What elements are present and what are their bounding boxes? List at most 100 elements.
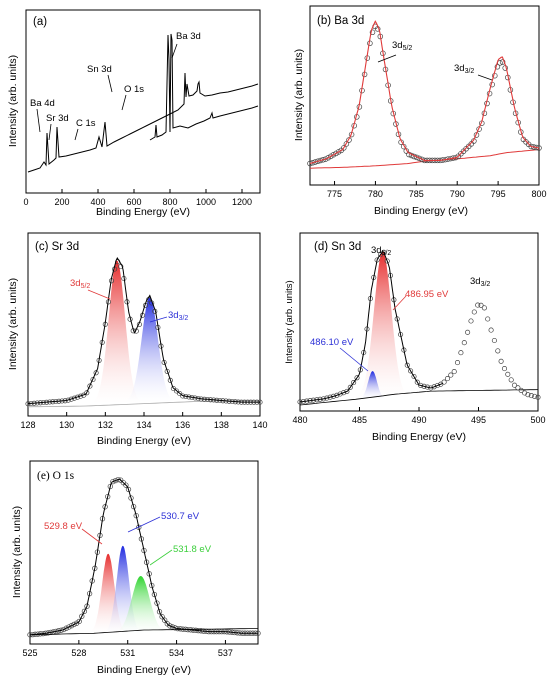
- data-point: [351, 380, 357, 386]
- x-tick-label: 130: [59, 420, 74, 430]
- data-point: [431, 384, 437, 390]
- x-tick-label: 800: [162, 197, 177, 207]
- data-point: [511, 382, 518, 388]
- data-point: [494, 64, 501, 70]
- panel-d-peak1-energy: 486.95 eV: [405, 289, 449, 300]
- data-point: [465, 329, 471, 335]
- data-point: [125, 486, 132, 493]
- panel-b-peak2-arrow: [477, 74, 493, 81]
- panel-e-background-line: [29, 628, 258, 636]
- data-point: [102, 504, 108, 510]
- data-point: [381, 249, 387, 255]
- panel-b-frame: [309, 5, 540, 186]
- data-point: [307, 160, 313, 167]
- panel-d-peak3-label: 3d3/2: [470, 276, 490, 288]
- panel-c-peak2-arrow: [149, 316, 168, 323]
- panel-a-arrow-c1s: [74, 128, 79, 141]
- x-tick-label: 537: [218, 648, 233, 658]
- panel-a-survey-line: [27, 72, 259, 173]
- panel-b-fit-line: [309, 20, 540, 165]
- data-point: [149, 582, 155, 589]
- data-point: [458, 350, 464, 356]
- data-point: [325, 155, 331, 161]
- data-point: [481, 305, 487, 311]
- panel-e-peak1-area: [86, 553, 130, 634]
- data-point: [335, 149, 342, 155]
- panel-d-peak1-label: 3d5/2: [371, 245, 391, 257]
- x-tick-label: 485: [352, 415, 367, 425]
- panel-d-peak1-arrow: [392, 295, 407, 311]
- data-point: [315, 158, 321, 165]
- panel-a-arrow-sr3d: [48, 123, 52, 141]
- data-point: [498, 358, 504, 364]
- x-tick-label: 200: [54, 197, 69, 207]
- panel-d-plot: [297, 249, 541, 406]
- data-point: [90, 376, 96, 383]
- data-point: [173, 388, 180, 394]
- panel-c-title: (c) Sr 3d: [35, 241, 79, 253]
- data-point: [172, 625, 178, 631]
- data-point: [123, 482, 129, 488]
- panel-c-x-ticks: 128 130 132 134 136 138 140: [20, 412, 268, 430]
- x-tick-label: 600: [126, 197, 141, 207]
- data-point: [79, 613, 85, 619]
- panel-d-peak2-arrow: [339, 347, 369, 372]
- data-point: [84, 390, 90, 396]
- data-point: [167, 623, 173, 629]
- data-point: [468, 318, 474, 324]
- data-point: [354, 375, 360, 381]
- data-point: [177, 390, 183, 397]
- panel-a-x-ticks: 0 200 400 600 800 1000 1200: [23, 189, 252, 207]
- data-point: [330, 393, 337, 399]
- panel-d: (d) Sn 3d 3d5/2 486.95 eV 486.10 eV 3d3/…: [284, 232, 546, 443]
- x-tick-label: 0: [23, 197, 28, 207]
- x-tick-label: 1000: [196, 197, 216, 207]
- data-point: [130, 503, 137, 510]
- data-point: [495, 348, 501, 354]
- data-point: [327, 394, 333, 400]
- panel-a-label-sr3d: Sr 3d: [46, 113, 69, 124]
- data-point: [343, 141, 350, 147]
- panel-b: (b) Ba 3d 3d5/2 3d3/2 775 780 785 790 795 800…: [293, 5, 547, 217]
- data-point: [341, 390, 347, 396]
- panel-c-plot: [25, 256, 263, 408]
- data-point: [347, 384, 353, 390]
- panel-c-peak1-arrow: [87, 289, 111, 300]
- panel-e-peak2-arrow: [127, 516, 161, 533]
- data-point: [337, 391, 343, 397]
- x-tick-label: 780: [368, 189, 383, 199]
- panel-a-title: (a): [33, 16, 47, 28]
- data-point: [434, 382, 440, 389]
- data-point: [404, 362, 410, 368]
- data-point: [93, 370, 99, 376]
- data-point: [309, 160, 316, 166]
- panel-a-right-line: [149, 33, 259, 141]
- panel-a-arrow-sn3d: [107, 74, 113, 93]
- data-point: [341, 145, 347, 151]
- panel-a-xlabel: Binding Energy (eV): [96, 206, 190, 218]
- panel-b-title: (b) Ba 3d: [317, 15, 364, 27]
- x-tick-label: 531: [120, 648, 135, 658]
- panel-e-peak3-label: 531.8 eV: [173, 544, 212, 555]
- panel-e-envelope-line: [29, 478, 258, 636]
- panel-c-peak1-label: 3d5/2: [70, 278, 90, 290]
- panel-e-peak3-area: [109, 576, 173, 634]
- data-point: [167, 377, 173, 383]
- panel-d-xlabel: Binding Energy (eV): [372, 431, 466, 443]
- panel-d-peak1-area: [352, 251, 413, 398]
- panel-a-frame: [25, 9, 261, 194]
- data-point: [501, 366, 508, 372]
- data-point: [451, 369, 457, 375]
- data-point: [454, 360, 461, 366]
- panel-d-fit-line: [299, 250, 443, 403]
- data-point: [63, 625, 69, 631]
- data-point: [448, 372, 454, 378]
- panel-d-background-line: [299, 389, 539, 406]
- panel-c-ylabel: Intensity (arb. units): [7, 278, 19, 370]
- data-point: [68, 623, 75, 629]
- data-point: [81, 608, 88, 614]
- panel-c-peak2-label: 3d3/2: [168, 310, 188, 322]
- x-tick-label: 128: [20, 420, 35, 430]
- data-point: [324, 395, 330, 401]
- panel-e-plot: [27, 476, 261, 638]
